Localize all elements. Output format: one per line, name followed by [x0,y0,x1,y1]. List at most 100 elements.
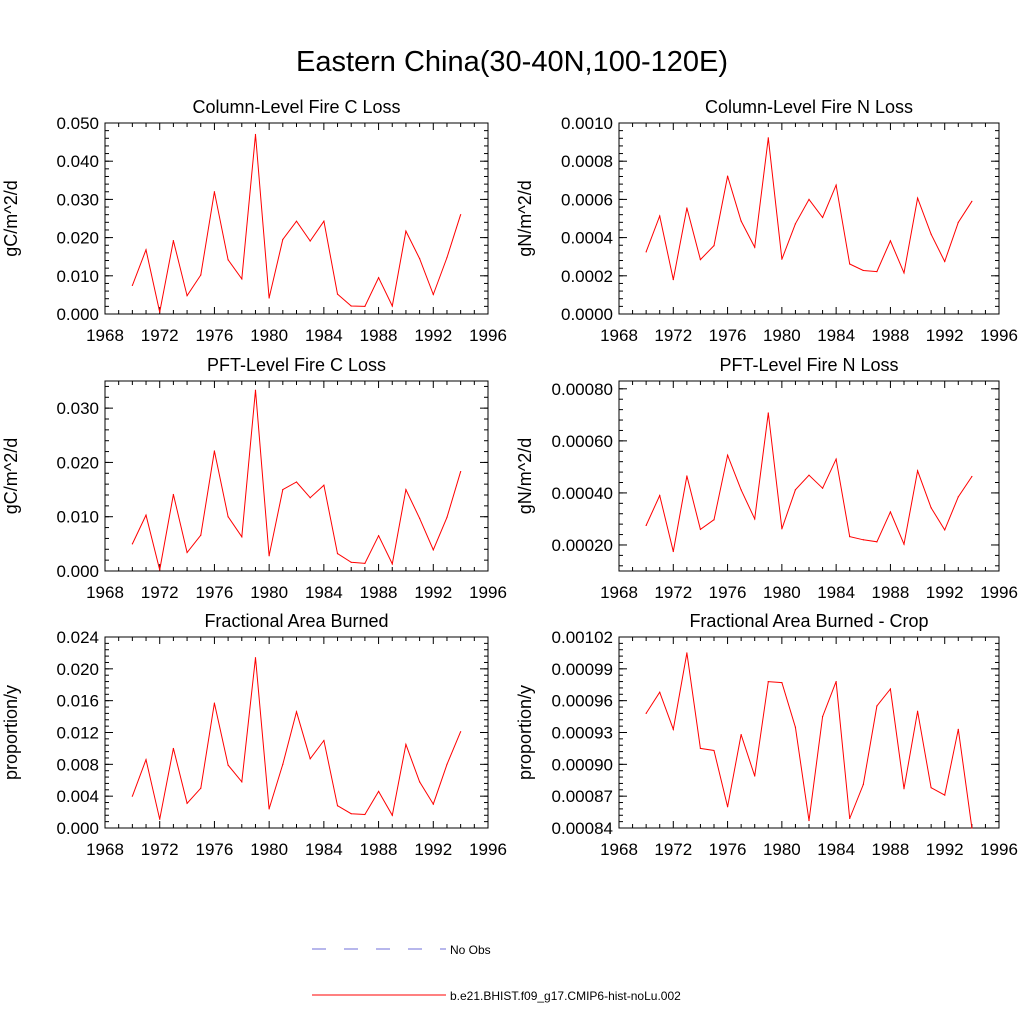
data-point [916,197,919,199]
data-point [377,277,380,279]
data-point [172,747,174,750]
x-tick-label: 1996 [469,840,507,859]
x-tick-label: 1976 [196,840,234,859]
x-tick-label: 1988 [872,583,910,602]
data-point [227,764,229,766]
data-point [419,517,421,519]
data-point [903,543,905,545]
x-tick-label: 1996 [469,326,507,345]
data-point [645,712,647,715]
y-tick-label: 0.020 [56,229,99,248]
y-tick-label: 0.00020 [552,536,613,555]
x-tick-label: 1988 [360,583,398,602]
x-tick-label: 1980 [763,326,801,345]
data-point [645,251,647,253]
data-point [767,137,769,139]
panel-title: Column-Level Fire N Loss [705,97,913,117]
data-point [460,214,462,216]
data-point [916,710,919,712]
x-tick-label: 1980 [250,840,288,859]
data-point [254,657,257,659]
data-point [672,728,674,730]
data-point [159,818,161,820]
y-tick-label: 0.0004 [561,229,613,248]
data-point [944,794,946,796]
data-point [944,260,946,263]
x-tick-label: 1972 [654,840,692,859]
data-point [268,555,270,557]
data-point [391,563,393,565]
x-tick-label: 1992 [414,326,452,345]
data-point [944,529,946,531]
data-point [889,511,892,513]
x-tick-label: 1980 [250,326,288,345]
panel-3: PFT-Level Fire C Loss 1968 1972 1976 1980 198… [1,355,507,602]
series-line [645,137,973,280]
data-point [200,274,202,276]
data-point [241,781,243,783]
y-tick-label: 0.012 [56,724,99,743]
x-tick-label: 1992 [926,326,964,345]
data-point [295,220,298,222]
data-point [268,297,270,299]
x-tick-label: 1996 [980,583,1018,602]
data-point [254,389,257,391]
data-point [350,813,352,815]
data-point [835,458,837,460]
data-point [903,788,905,790]
data-point [131,795,133,797]
y-tick-label: 0.010 [56,508,99,527]
y-tick-label: 0.030 [56,399,99,418]
data-point [740,489,742,491]
y-tick-label: 0.00093 [552,724,613,743]
data-point [145,758,147,761]
figure-title: Eastern China(30-40N,100-120E) [295,46,729,78]
data-point [659,691,661,693]
data-point [930,233,932,235]
panel-5: Fractional Area Burned 1968 1972 1976 1980 19… [1,611,507,859]
series-line [131,134,462,313]
data-point [957,496,959,498]
data-point [145,514,147,516]
plot-frame [618,122,1000,315]
data-point [849,263,851,265]
data-point [336,553,339,555]
data-point [460,471,462,473]
y-tick-label: 0.0006 [561,190,613,209]
data-point [145,249,147,251]
data-point [432,803,434,805]
y-tick-label: 0.016 [56,692,99,711]
data-point [971,827,973,829]
x-tick-label: 1984 [817,326,855,345]
panel-title: PFT-Level Fire N Loss [719,355,898,375]
x-tick-label: 1976 [196,583,234,602]
data-point [781,258,783,260]
data-point [268,808,270,810]
data-point [377,790,380,792]
y-tick-label: 0.024 [56,628,99,647]
data-point [159,569,161,571]
x-tick-label: 1992 [414,840,452,859]
y-tick-label: 0.000 [56,562,99,581]
data-point [862,539,864,541]
data-point [446,516,448,518]
x-tick-label: 1988 [872,326,910,345]
x-tick-label: 1984 [305,326,343,345]
data-point [849,817,851,820]
data-point [419,781,421,783]
data-point [808,819,810,822]
y-tick-label: 0.00087 [552,787,613,806]
plot-frame [618,636,1000,829]
y-tick-label: 0.010 [56,267,99,286]
data-point [186,551,188,554]
y-tick-label: 0.020 [56,660,99,679]
y-tick-label: 0.0000 [561,305,613,324]
panel-1: Column-Level Fire C Loss 1968 1972 1976 1980… [1,97,507,345]
x-tick-label: 1984 [305,840,343,859]
data-point [645,524,647,527]
data-point [699,747,702,750]
panel-title: Fractional Area Burned [204,611,388,631]
data-point [213,450,216,452]
y-axis-label: gC/m^2/d [1,438,21,514]
x-tick-label: 1992 [926,583,964,602]
